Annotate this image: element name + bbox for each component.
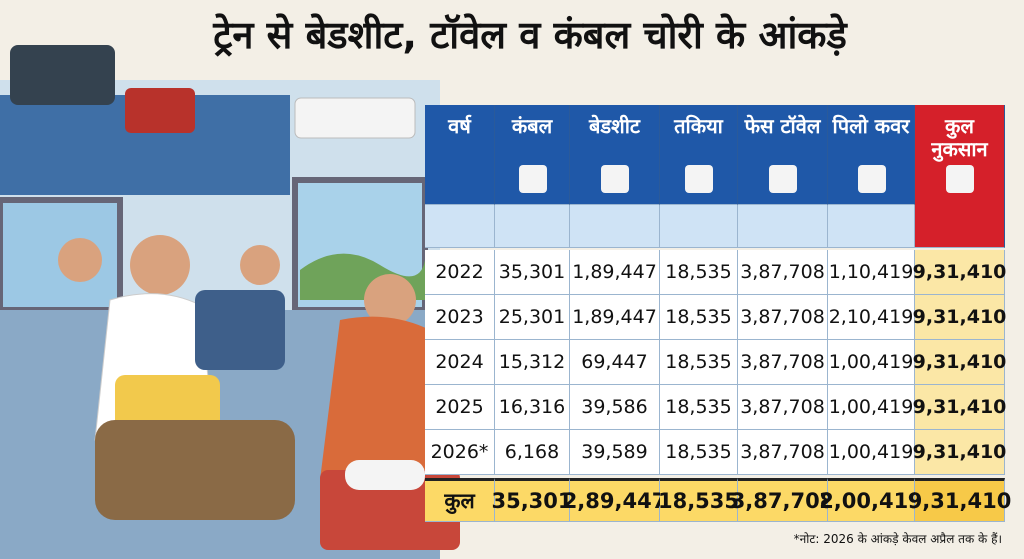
footnote: *नोट: 2026 के आंकड़े केवल अप्रैल तक के ह…: [793, 532, 1002, 546]
total-cell: 9,31,410: [908, 478, 1011, 522]
total-cell: कुल: [425, 478, 495, 522]
table-cell: 18,535: [660, 385, 738, 430]
table-cell: 16,316: [495, 385, 570, 430]
table-cell: 69,447: [570, 340, 660, 385]
header-band: [570, 205, 660, 248]
header-cell: फेस टॉवेल: [738, 105, 828, 205]
icon: [685, 165, 713, 193]
total-cell: 2,00,419: [819, 478, 923, 522]
table-cell: 18,535: [660, 430, 738, 475]
table-cell: 2023: [425, 295, 495, 340]
table-cell: 9,31,410: [913, 250, 1006, 295]
table-cell: 2,10,419: [828, 295, 915, 340]
table-cell: 39,589: [570, 430, 660, 475]
table-cell: 3,87,708: [738, 340, 828, 385]
total-cell: 3,87,708: [731, 478, 834, 522]
table-cell: 3,87,708: [738, 385, 828, 430]
table-cell: 2025: [425, 385, 495, 430]
icon: [857, 165, 886, 193]
table-cell: 9,31,410: [913, 295, 1006, 340]
title: ट्रेन से बेडशीट, टॉवेल व कंबल चोरी के आं…: [213, 13, 847, 57]
table-cell: 1,00,419: [828, 385, 915, 430]
table-cell: 2024: [425, 340, 495, 385]
table-cell: 1,89,447: [570, 250, 660, 295]
header-band: [425, 205, 495, 248]
icon: [518, 165, 547, 193]
header-band: [828, 205, 915, 248]
table-cell: 1,00,419: [828, 430, 915, 475]
header-band: [495, 205, 570, 248]
table-cell: 2022: [425, 250, 495, 295]
icon: [946, 165, 974, 193]
table-cell: 18,535: [660, 250, 738, 295]
table-cell: 9,31,410: [913, 430, 1006, 475]
table-cell: 1,00,419: [828, 340, 915, 385]
table-cell: 39,586: [570, 385, 660, 430]
table-cell: 2026*: [425, 430, 495, 475]
table-cell: 25,301: [495, 295, 570, 340]
total-cell: 2,89,447: [563, 478, 666, 522]
table-cell: 9,31,410: [913, 385, 1006, 430]
table-cell: 18,535: [660, 340, 738, 385]
table-cell: 35,301: [495, 250, 570, 295]
table-cell: 6,168: [495, 430, 570, 475]
header-cell: पिलो कवर: [828, 105, 915, 205]
header-cell: वर्ष: [425, 105, 495, 205]
table-cell: 3,87,708: [738, 295, 828, 340]
total-cell: 35,301: [491, 478, 573, 522]
table-cell: 3,87,708: [738, 250, 828, 295]
table-cell: 9,31,410: [913, 340, 1006, 385]
table-cell: 15,312: [495, 340, 570, 385]
total-cell: 18,535: [658, 478, 739, 522]
table-cell: 3,87,708: [738, 430, 828, 475]
icon: [601, 165, 629, 193]
table-cell: 1,10,419: [828, 250, 915, 295]
header-band: [660, 205, 738, 248]
icon: [769, 165, 797, 193]
header-band: [738, 205, 828, 248]
table-cell: 1,89,447: [570, 295, 660, 340]
table-cell: 18,535: [660, 295, 738, 340]
